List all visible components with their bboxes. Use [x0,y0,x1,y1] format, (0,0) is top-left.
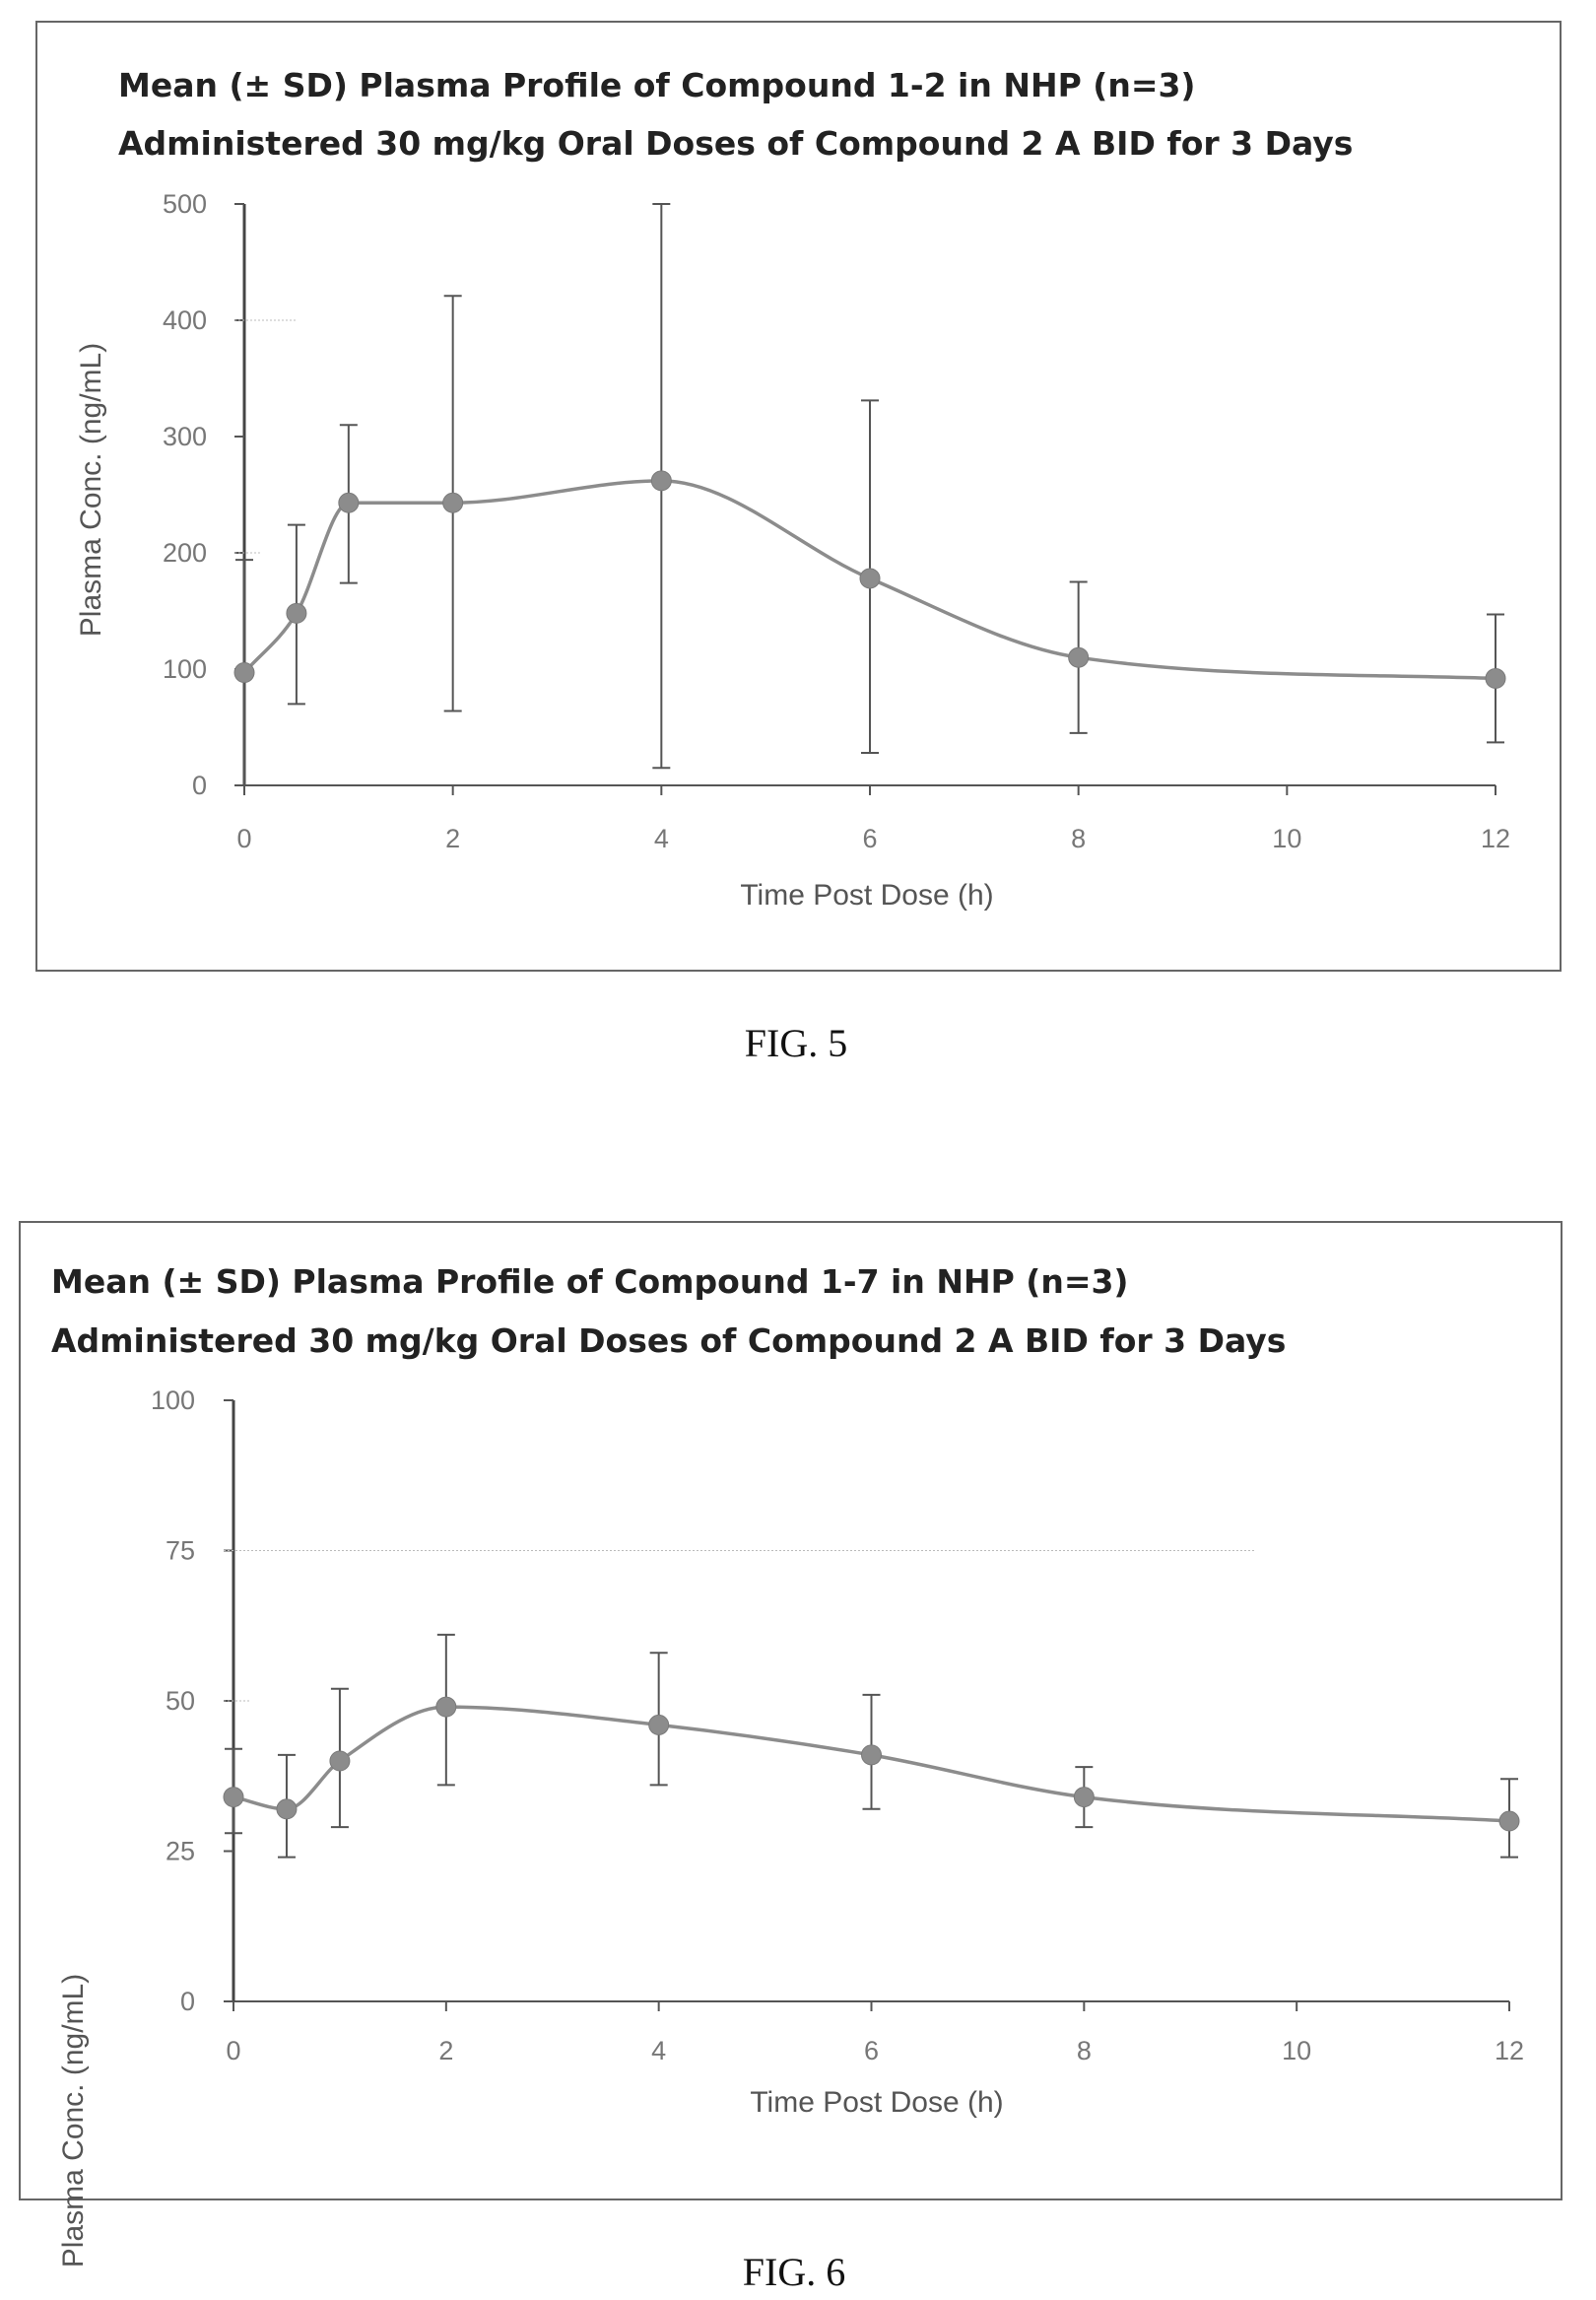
chart-5-data-point [1485,667,1506,689]
chart-6-x-tick-label: 0 [226,2036,240,2065]
chart-5-y-tick-label: 500 [163,189,207,219]
chart-5-x-tick-label: 0 [236,824,251,853]
chart-5-x-tick-label: 10 [1272,824,1301,853]
chart-5-x-tick-label: 8 [1071,824,1086,853]
chart-5-data-point [286,602,307,624]
chart-5-svg: Mean (± SD) Plasma Profile of Compound 1… [35,21,1562,1065]
chart-6-data-point [1498,1810,1520,1832]
chart-5-x-tick-label: 12 [1481,824,1510,853]
chart-6-y-tick-label: 75 [166,1536,195,1566]
chart-5-series [233,203,1506,786]
chart-6-x-tick-label: 6 [864,2036,879,2065]
chart-5-data-point [650,470,672,492]
chart-6-x-tick-label: 10 [1282,2036,1311,2065]
chart-5-data-point [233,662,255,684]
chart-5-subtitle: Administered 30 mg/kg Oral Doses of Comp… [118,124,1353,163]
chart-5-x-axis-label: Time Post Dose (h) [740,879,993,912]
chart-5-x-tick-label: 4 [654,824,669,853]
chart-6-data-point [329,1750,351,1772]
chart-6-x-tick-label: 8 [1077,2036,1092,2065]
chart-6-data-point [1073,1787,1095,1808]
figure-5-caption: FIG. 5 [745,1021,847,1065]
chart-6-x-tick-label: 2 [438,2036,453,2065]
chart-5-y-axis-label: Plasma Conc. (ng/mL) [75,343,107,637]
chart-5-title: Mean (± SD) Plasma Profile of Compound 1… [118,66,1196,104]
chart-5-x-tick-label: 6 [862,824,877,853]
chart-6-data-point [223,1787,244,1808]
chart-5-data-point [338,492,360,513]
chart-6-series-line [233,1705,1510,1823]
chart-5-y-tick-label: 0 [192,771,207,800]
chart-6-data-point [861,1744,882,1766]
chart-6-data-point [648,1714,670,1735]
chart-5-data-point [442,492,464,513]
chart-6-y-axis-label: Plasma Conc. (ng/mL) [57,1974,90,2267]
chart-6-axes [224,1399,1510,2011]
chart-5-y-tick-label: 300 [163,422,207,451]
figure-6-caption: FIG. 6 [743,2250,845,2294]
chart-6-x-axis-label: Time Post Dose (h) [750,2086,1003,2119]
chart-6-svg: Mean (± SD) Plasma Profile of Compound 1… [19,1221,1563,2294]
chart-6-title: Mean (± SD) Plasma Profile of Compound 1… [51,1262,1129,1301]
chart-6-y-tick-label: 100 [151,1386,195,1415]
chart-6-y-tick-label: 25 [166,1837,195,1866]
chart-5-tick-labels: 0 100 200 300 400 500 0 2 4 6 8 10 12 [163,189,1510,853]
chart-6-frame [19,1221,1563,2200]
figure-6: Mean (± SD) Plasma Profile of Compound 1… [0,1202,1596,2300]
figure-5: Mean (± SD) Plasma Profile of Compound 1… [0,0,1596,1084]
chart-6-y-tick-label: 50 [166,1686,195,1716]
chart-6-series [223,1633,1520,1859]
chart-6-x-tick-label: 12 [1495,2036,1524,2065]
chart-5-y-tick-label: 100 [163,654,207,684]
chart-5-data-point [1068,646,1090,668]
chart-6-data-point [276,1798,298,1820]
chart-6-data-point [435,1696,457,1718]
chart-5-y-tick-label: 200 [163,538,207,568]
chart-5-frame [35,21,1562,972]
chart-5-y-tick-label: 400 [163,305,207,335]
chart-5-x-tick-label: 2 [445,824,460,853]
chart-6-y-tick-label: 0 [180,1987,195,2016]
chart-5-data-point [859,568,881,589]
chart-6-tick-labels: 0 25 50 75 100 0 2 4 6 8 10 12 [151,1386,1524,2065]
chart-6-x-tick-label: 4 [651,2036,666,2065]
chart-6-subtitle: Administered 30 mg/kg Oral Doses of Comp… [51,1321,1286,1360]
